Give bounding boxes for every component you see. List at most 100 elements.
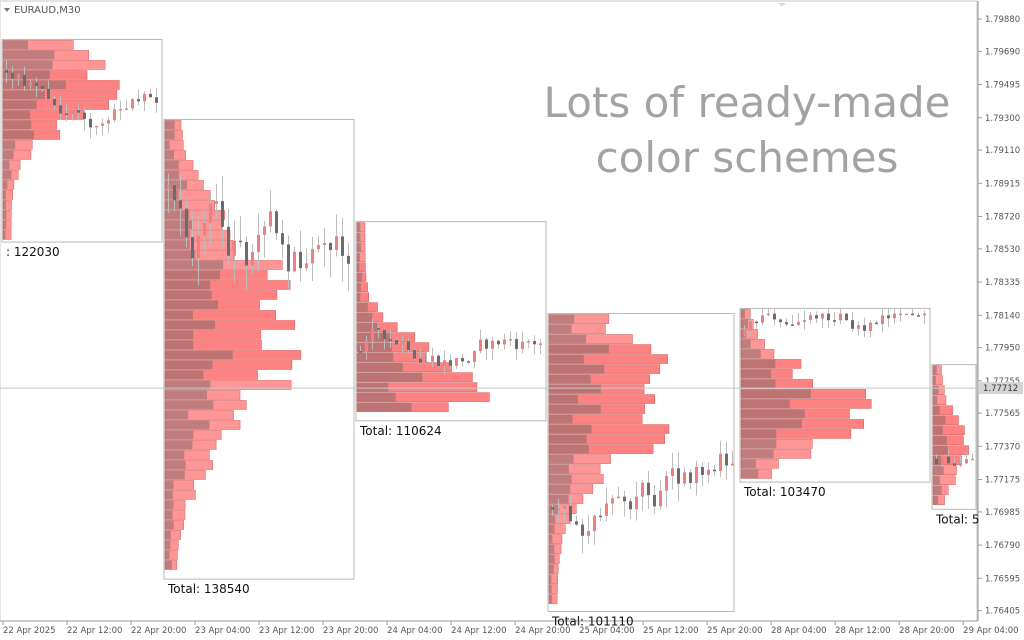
candle-body <box>905 313 908 316</box>
volume-profile-bar-overlay <box>357 372 423 382</box>
candle-body <box>71 110 74 114</box>
candle-body <box>815 315 818 319</box>
candle-body <box>239 240 242 243</box>
session-total-label: Total: 5 <box>935 512 980 526</box>
candle-body <box>281 233 284 245</box>
candle-body <box>83 112 86 119</box>
candle-body <box>197 235 200 259</box>
session-box <box>163 118 355 580</box>
candle-body <box>221 201 224 227</box>
candle-body <box>215 201 218 204</box>
volume-profile-bar-overlay <box>933 465 944 475</box>
date-tick-label: 25 Apr 04:00 <box>579 626 634 636</box>
price-tick-label: 1.78140 <box>985 311 1020 321</box>
volume-profile-bar-overlay <box>357 332 392 342</box>
volume-profile-bar-overlay <box>549 354 584 364</box>
candle-body <box>515 339 518 350</box>
candle-body <box>803 319 806 322</box>
volume-profile-bar-overlay <box>549 564 554 574</box>
volume-profile-bar-overlay <box>165 470 185 480</box>
date-tick-label: 23 Apr 12:00 <box>259 626 314 636</box>
candle-body <box>653 495 656 507</box>
volume-profile-bar-overlay <box>165 400 214 410</box>
candle-body <box>365 340 368 353</box>
candle-body <box>191 237 194 259</box>
volume-profile-bar-overlay <box>741 399 790 409</box>
volume-profile-bar-overlay <box>741 339 751 349</box>
volume-profile-bar-overlay <box>165 340 194 350</box>
volume-profile-bar-overlay <box>549 424 592 434</box>
candle-body <box>329 242 332 250</box>
volume-profile-bar-overlay <box>3 150 14 160</box>
candle-body <box>323 242 326 246</box>
price-tick-label: 1.79110 <box>985 146 1020 156</box>
candle-body <box>461 358 464 362</box>
candle-body <box>605 503 608 516</box>
price-axis: 1.79880 1.79690 1.79495 1.79300 1.79110 1.789… <box>978 15 1020 617</box>
volume-profile-bar-overlay <box>165 130 175 140</box>
chart-shift-marker-icon[interactable] <box>778 3 786 7</box>
candle-body <box>101 123 104 126</box>
session-profile: Total: 110624 <box>355 221 547 438</box>
price-tick-label: 1.77950 <box>985 344 1020 354</box>
candle-body <box>563 505 566 509</box>
candle-body <box>137 99 140 102</box>
candle-body <box>53 99 56 106</box>
volume-profile-bar-overlay <box>933 485 942 495</box>
symbol-label[interactable]: EURAUD,M30 <box>14 5 81 16</box>
candle-body <box>65 113 68 116</box>
volume-profile-bar-overlay <box>357 402 412 412</box>
volume-profile-bar-overlay <box>549 574 552 584</box>
candle-body <box>575 521 578 525</box>
volume-profile-bar-overlay <box>549 414 573 424</box>
candle-body <box>251 251 254 266</box>
candle-body <box>377 328 380 330</box>
candle-body <box>527 341 530 343</box>
candle-body <box>533 341 536 345</box>
volume-profile-bar-overlay <box>933 495 939 505</box>
candle-body <box>113 109 116 121</box>
volume-profile-bar-overlay <box>933 365 937 375</box>
session-profile: Total: 103470 <box>739 307 931 499</box>
date-tick-label: 24 Apr 12:00 <box>451 626 506 636</box>
session-box <box>1 38 163 243</box>
candle-body <box>143 93 146 102</box>
candle-body <box>797 321 800 325</box>
candle-body <box>413 350 416 359</box>
candle-body <box>785 322 788 325</box>
volume-profile-bar-overlay <box>741 439 777 449</box>
candle-body <box>881 315 884 325</box>
volume-profile-bar-overlay <box>357 392 396 402</box>
candle-body <box>443 360 446 367</box>
volume-profile-bar-overlay <box>165 410 189 420</box>
candle-body <box>581 524 584 536</box>
symbol-dropdown-icon[interactable] <box>4 8 10 12</box>
candle-body <box>497 340 500 345</box>
volume-profile-bar-overlay <box>165 190 179 200</box>
volume-profile-bar-overlay <box>933 425 943 435</box>
candle-body <box>503 339 506 345</box>
date-tick-label: 25 Apr 20:00 <box>707 626 762 636</box>
volume-profile-bar-overlay <box>165 510 173 520</box>
volume-profile-bar-overlay <box>165 220 193 230</box>
volume-profile-bar-overlay <box>165 120 175 130</box>
date-tick-label: 28 Apr 04:00 <box>771 626 826 636</box>
volume-profile-bar-overlay <box>165 330 194 340</box>
volume-profile-bar-overlay <box>357 242 362 252</box>
volume-profile-bar-overlay <box>165 550 170 560</box>
candle-body <box>713 469 716 472</box>
volume-profile-bar-overlay <box>165 240 190 250</box>
session-total-label: : 122030 <box>6 245 60 259</box>
volume-profile-bar-overlay <box>357 232 361 242</box>
volume-profile-bar-overlay <box>165 440 193 450</box>
candle-body <box>287 244 290 272</box>
volume-profile-bar-overlay <box>357 272 362 282</box>
candle-body <box>299 251 302 269</box>
candle-body <box>557 508 560 511</box>
candle-body <box>893 313 896 319</box>
volume-profile-bar-overlay <box>933 445 948 455</box>
candle-body <box>809 315 812 320</box>
volume-profile-bar-overlay <box>549 324 572 334</box>
